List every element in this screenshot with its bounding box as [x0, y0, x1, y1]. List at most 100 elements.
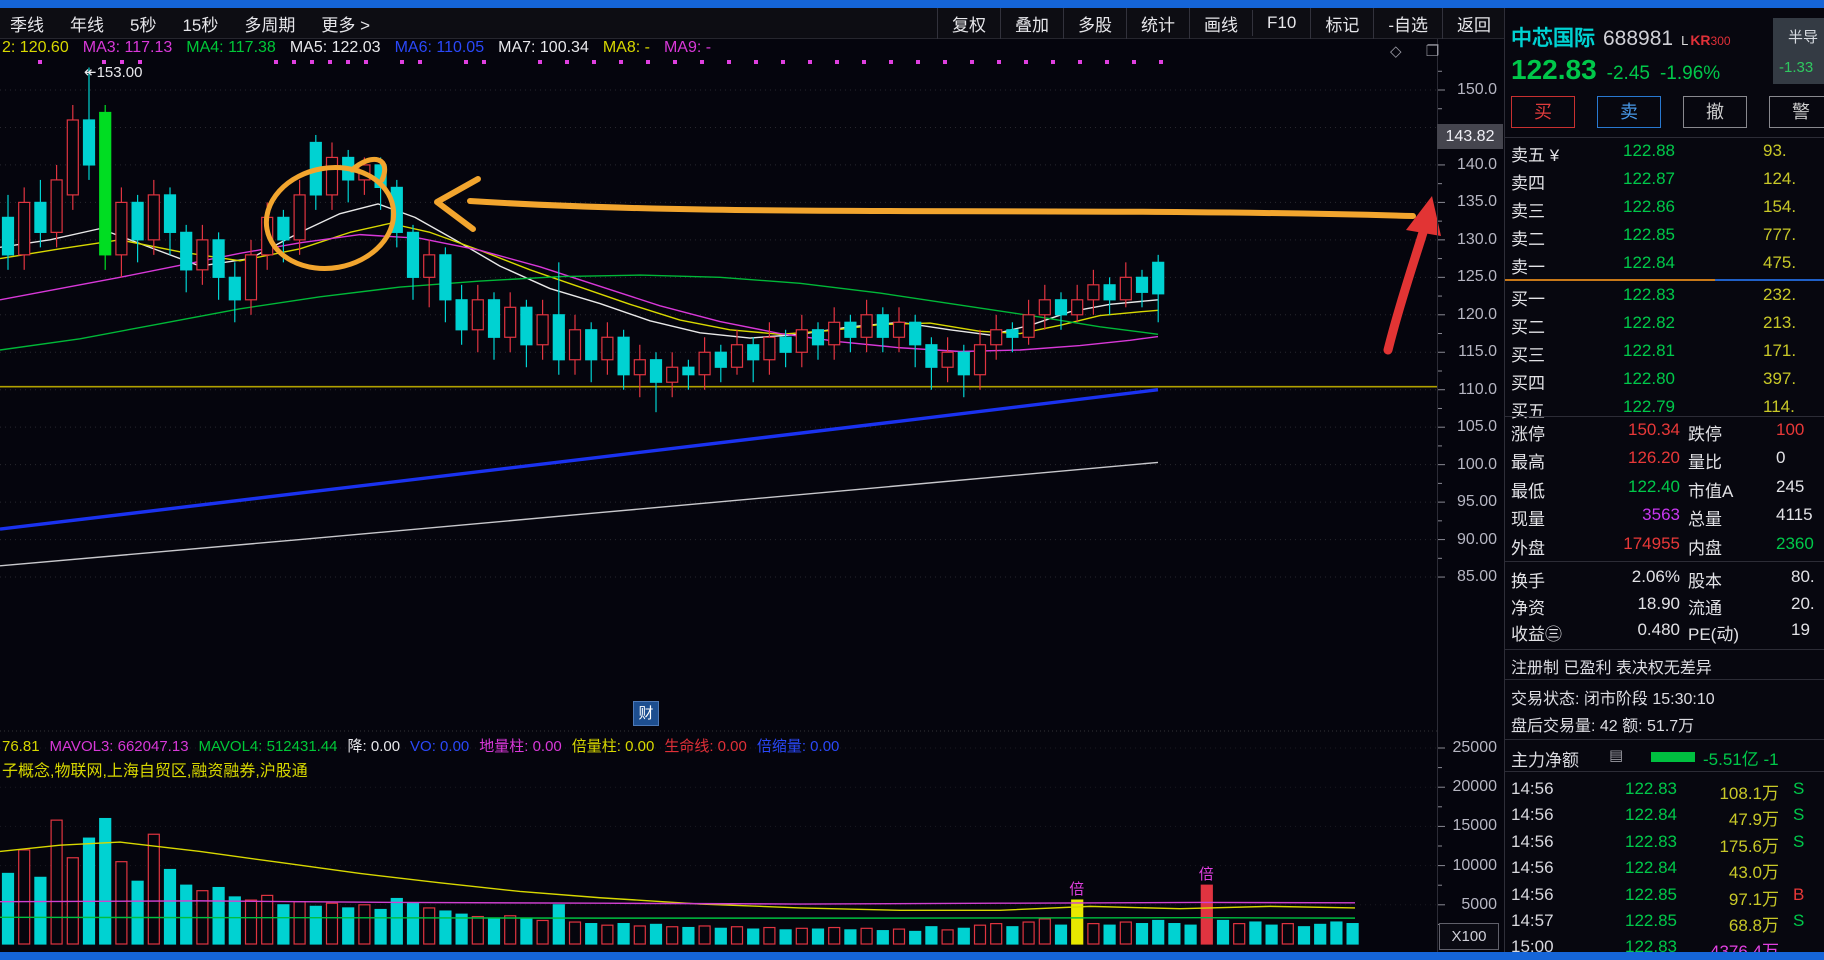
candle-body — [244, 254, 258, 301]
annotation-red-arrow-shaft[interactable] — [1383, 221, 1430, 355]
volume-bar — [585, 923, 598, 945]
candle-body — [18, 201, 31, 256]
volume-indicator-value: MAVOL3: 662047.13 — [49, 738, 189, 755]
bid-row-price[interactable]: 122.81 — [1623, 341, 1675, 360]
volume-bar — [828, 926, 841, 945]
menu-item-返回[interactable]: 返回 — [1442, 7, 1505, 39]
signal-dot — [102, 60, 106, 64]
price-axis-label: 140.0 — [1456, 155, 1497, 173]
tape-row-price: 122.84 — [1625, 805, 1677, 825]
volume-indicator-value: 76.81 — [2, 738, 40, 755]
bid-row-price[interactable]: 122.83 — [1623, 285, 1675, 304]
ma-value: MA5: 122.03 — [289, 39, 381, 56]
candle-body — [99, 111, 112, 256]
period-menu: 季线 年线 5秒 15秒 多周期 更多 > — [0, 11, 370, 36]
menu-item-标记[interactable]: 标记 — [1310, 7, 1373, 39]
volume-bar — [212, 886, 225, 945]
tape-row-side: B — [1793, 884, 1805, 904]
ma-value: MA3: 117.13 — [82, 39, 173, 56]
ask-row-price[interactable]: 122.86 — [1623, 197, 1675, 216]
bid-row-price[interactable]: 122.82 — [1623, 313, 1675, 332]
candle-body — [471, 299, 484, 331]
chart-corner-icons[interactable]: ◇ ❐ — [1390, 43, 1450, 60]
signal-dot — [38, 60, 42, 64]
volume-unit-label: X100 — [1439, 923, 1499, 950]
menu-item-年线[interactable]: 年线 — [70, 15, 104, 35]
volume-bar — [1265, 924, 1278, 945]
volume-bar — [244, 899, 258, 945]
ask-row-price[interactable]: 122.87 — [1623, 169, 1675, 188]
menu-item-画线[interactable]: 画线 — [1189, 7, 1252, 39]
ask-row-label: 卖五 ¥ — [1511, 146, 1560, 165]
sector-tag-box[interactable]: 半导 -1.33 — [1773, 18, 1824, 84]
volume-bar — [666, 926, 679, 945]
volume-bar — [909, 930, 922, 945]
candle-body — [131, 201, 144, 241]
ask-row-qty: 124. — [1763, 169, 1797, 188]
trade-button-买[interactable]: 买 — [1511, 96, 1575, 128]
volume-bar — [163, 868, 177, 945]
tape-row-side: S — [1793, 831, 1805, 851]
volume-bar — [487, 917, 501, 945]
volume-bar — [504, 915, 517, 945]
top-window-strip — [0, 0, 1824, 8]
menu-item--自选[interactable]: -自选 — [1373, 7, 1442, 39]
dividend-marker-badge: 财 — [633, 701, 659, 726]
ma2-yellow-line — [0, 222, 1159, 335]
ask-row-label: 卖三 — [1511, 202, 1545, 221]
volume-indicator-value: 降: 0.00 — [347, 738, 401, 755]
annotation-circle[interactable] — [258, 158, 401, 279]
candle-body — [406, 231, 420, 278]
menu-item-多股[interactable]: 多股 — [1063, 7, 1126, 39]
signal-dot — [1132, 60, 1136, 64]
menu-item-F10[interactable]: F10 — [1252, 10, 1310, 36]
annotation-arrow-shaft[interactable] — [467, 198, 1416, 219]
menu-item-5秒[interactable]: 5秒 — [130, 15, 157, 35]
menu-item-更多 >[interactable]: 更多 > — [321, 15, 371, 35]
signal-dot — [700, 60, 704, 64]
menu-item-统计[interactable]: 统计 — [1126, 7, 1189, 39]
tape-row-amount: 108.1万 — [1719, 784, 1779, 803]
menu-item-多周期[interactable]: 多周期 — [244, 15, 296, 35]
candle-body — [795, 329, 808, 353]
menu-item-季线[interactable]: 季线 — [10, 15, 44, 35]
stat-label-换手: 换手 — [1511, 572, 1545, 591]
volume-bar — [439, 910, 452, 945]
menu-item-15秒[interactable]: 15秒 — [182, 15, 219, 35]
volume-bar — [1038, 918, 1051, 945]
bid-row-price[interactable]: 122.79 — [1623, 397, 1675, 416]
ask-row-qty: 777. — [1763, 225, 1797, 244]
list-icon[interactable]: ▤ — [1609, 747, 1624, 764]
trade-button-卖[interactable]: 卖 — [1597, 96, 1661, 128]
stock-name[interactable]: 中芯国际 — [1511, 27, 1595, 50]
ask-row-price[interactable]: 122.85 — [1623, 225, 1675, 244]
tape-row-price: 122.85 — [1625, 884, 1677, 904]
volume-bar — [601, 924, 614, 945]
bid-row-price[interactable]: 122.80 — [1623, 369, 1675, 388]
volume-bar — [1054, 924, 1068, 945]
tape-row-side: S — [1793, 779, 1805, 798]
volume-bar — [228, 896, 241, 945]
signal-dot — [1051, 60, 1055, 64]
volume-bar — [1281, 923, 1294, 945]
ask-row-price[interactable]: 122.84 — [1623, 253, 1675, 272]
signal-dot — [808, 60, 812, 64]
ma-value: MA7: 100.34 — [498, 39, 589, 56]
stat-label-最高: 最高 — [1511, 453, 1545, 473]
volume-bar — [1022, 921, 1035, 945]
trade-button-撤[interactable]: 撤 — [1683, 96, 1747, 128]
stat-value-市值A: 245 — [1776, 476, 1805, 496]
stat-value-跌停: 100 — [1776, 420, 1805, 439]
ask-row-price[interactable]: 122.88 — [1623, 141, 1675, 160]
signal-dot — [673, 60, 677, 64]
price-change-pct: -1.96% — [1659, 63, 1721, 84]
panel-separator — [1505, 649, 1824, 650]
trade-button-警[interactable]: 警 — [1769, 96, 1824, 128]
candle-body — [1135, 276, 1149, 293]
candle-body — [763, 336, 776, 361]
menu-item-叠加[interactable]: 叠加 — [1000, 7, 1063, 39]
menu-item-复权[interactable]: 复权 — [937, 7, 1000, 39]
candle-body — [568, 329, 582, 361]
stat-value-股本: 80. — [1791, 567, 1815, 586]
